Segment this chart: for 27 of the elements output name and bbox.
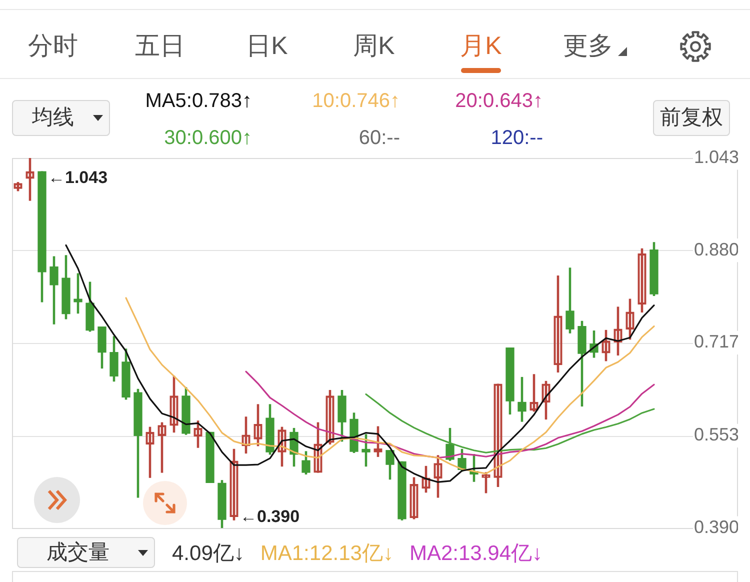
dropdown[interactable]: 均线 [12, 100, 110, 136]
text: 20:0.643↑ [455, 89, 543, 114]
category-label: 周K [353, 32, 395, 60]
legend-title: 均线 [31, 105, 75, 131]
legend-label: 4.09亿↓ [172, 541, 244, 567]
category-label: 分时 [28, 32, 78, 60]
annotation: ←1.043 [48, 168, 108, 188]
annotation: ←0.390 [240, 507, 300, 526]
legend-label: MA2:13.94亿↓ [409, 541, 543, 567]
dropdown[interactable]: 成交量 [17, 537, 155, 568]
legend-label: 60:-- [358, 126, 400, 151]
y-tick-label: 1.043 [694, 146, 740, 167]
category-label: 日K [246, 32, 288, 60]
y-tick-label: 0.717 [694, 332, 740, 352]
legend-label: 120:-- [490, 126, 543, 151]
button[interactable]: 前复权 [653, 100, 730, 136]
category-label: 月K [460, 32, 502, 60]
text: 30:0.600↑ [164, 126, 252, 151]
category-label: 五日 [135, 32, 185, 60]
text: MA5:0.783↑ [145, 89, 252, 114]
text: 10:0.746↑ [312, 89, 400, 114]
y-tick-label: 0.390 [694, 516, 740, 537]
category-label: 更多 [563, 32, 613, 60]
legend-label: MA1:12.13亿↓ [260, 541, 394, 567]
y-tick-label: 0.880 [694, 239, 740, 260]
legend-title: 成交量 [46, 540, 110, 566]
y-tick-label: 0.553 [694, 424, 740, 445]
